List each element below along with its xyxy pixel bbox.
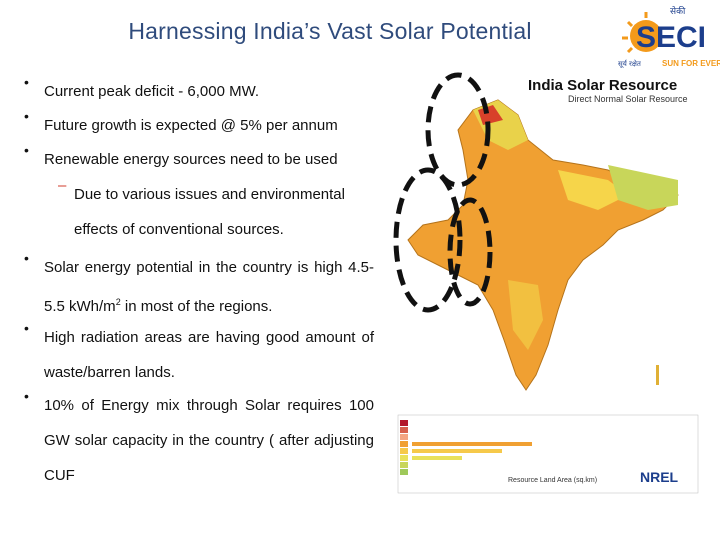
bullet-text: Current peak deficit - 6,000 MW. bbox=[44, 83, 260, 100]
bullet-text: High radiation areas are having good amo… bbox=[44, 329, 374, 381]
bullet-text: Renewable energy sources need to be used bbox=[44, 151, 338, 168]
svg-text:सूर्य रक्षेत: सूर्य रक्षेत bbox=[618, 59, 642, 68]
bullet-text: 10% of Energy mix through Solar requires… bbox=[44, 397, 374, 484]
slide-title: Harnessing India’s Vast Solar Potential bbox=[128, 18, 532, 44]
sub-bullet-text: Due to various issues and environmental … bbox=[74, 186, 345, 238]
nrel-logo: NREL bbox=[640, 469, 679, 485]
india-solar-resource-map: India Solar Resource Direct Normal Solar… bbox=[378, 70, 718, 500]
seci-logo: SECI सेकी सूर्य रक्षेत SUN FOR EVER bbox=[610, 2, 720, 72]
bullet-text: Future growth is expected @ 5% per annum bbox=[44, 117, 338, 134]
svg-text:SECI: SECI bbox=[636, 21, 706, 54]
svg-text:SUN FOR EVER: SUN FOR EVER bbox=[662, 59, 720, 68]
bullet-text: Solar energy potential in the country is… bbox=[44, 259, 374, 315]
svg-text:सेकी: सेकी bbox=[670, 5, 686, 17]
legend-axis-label: Resource Land Area (sq.km) bbox=[508, 477, 597, 484]
map-subtitle: Direct Normal Solar Resource bbox=[568, 94, 688, 104]
map-title: India Solar Resource bbox=[528, 77, 677, 94]
